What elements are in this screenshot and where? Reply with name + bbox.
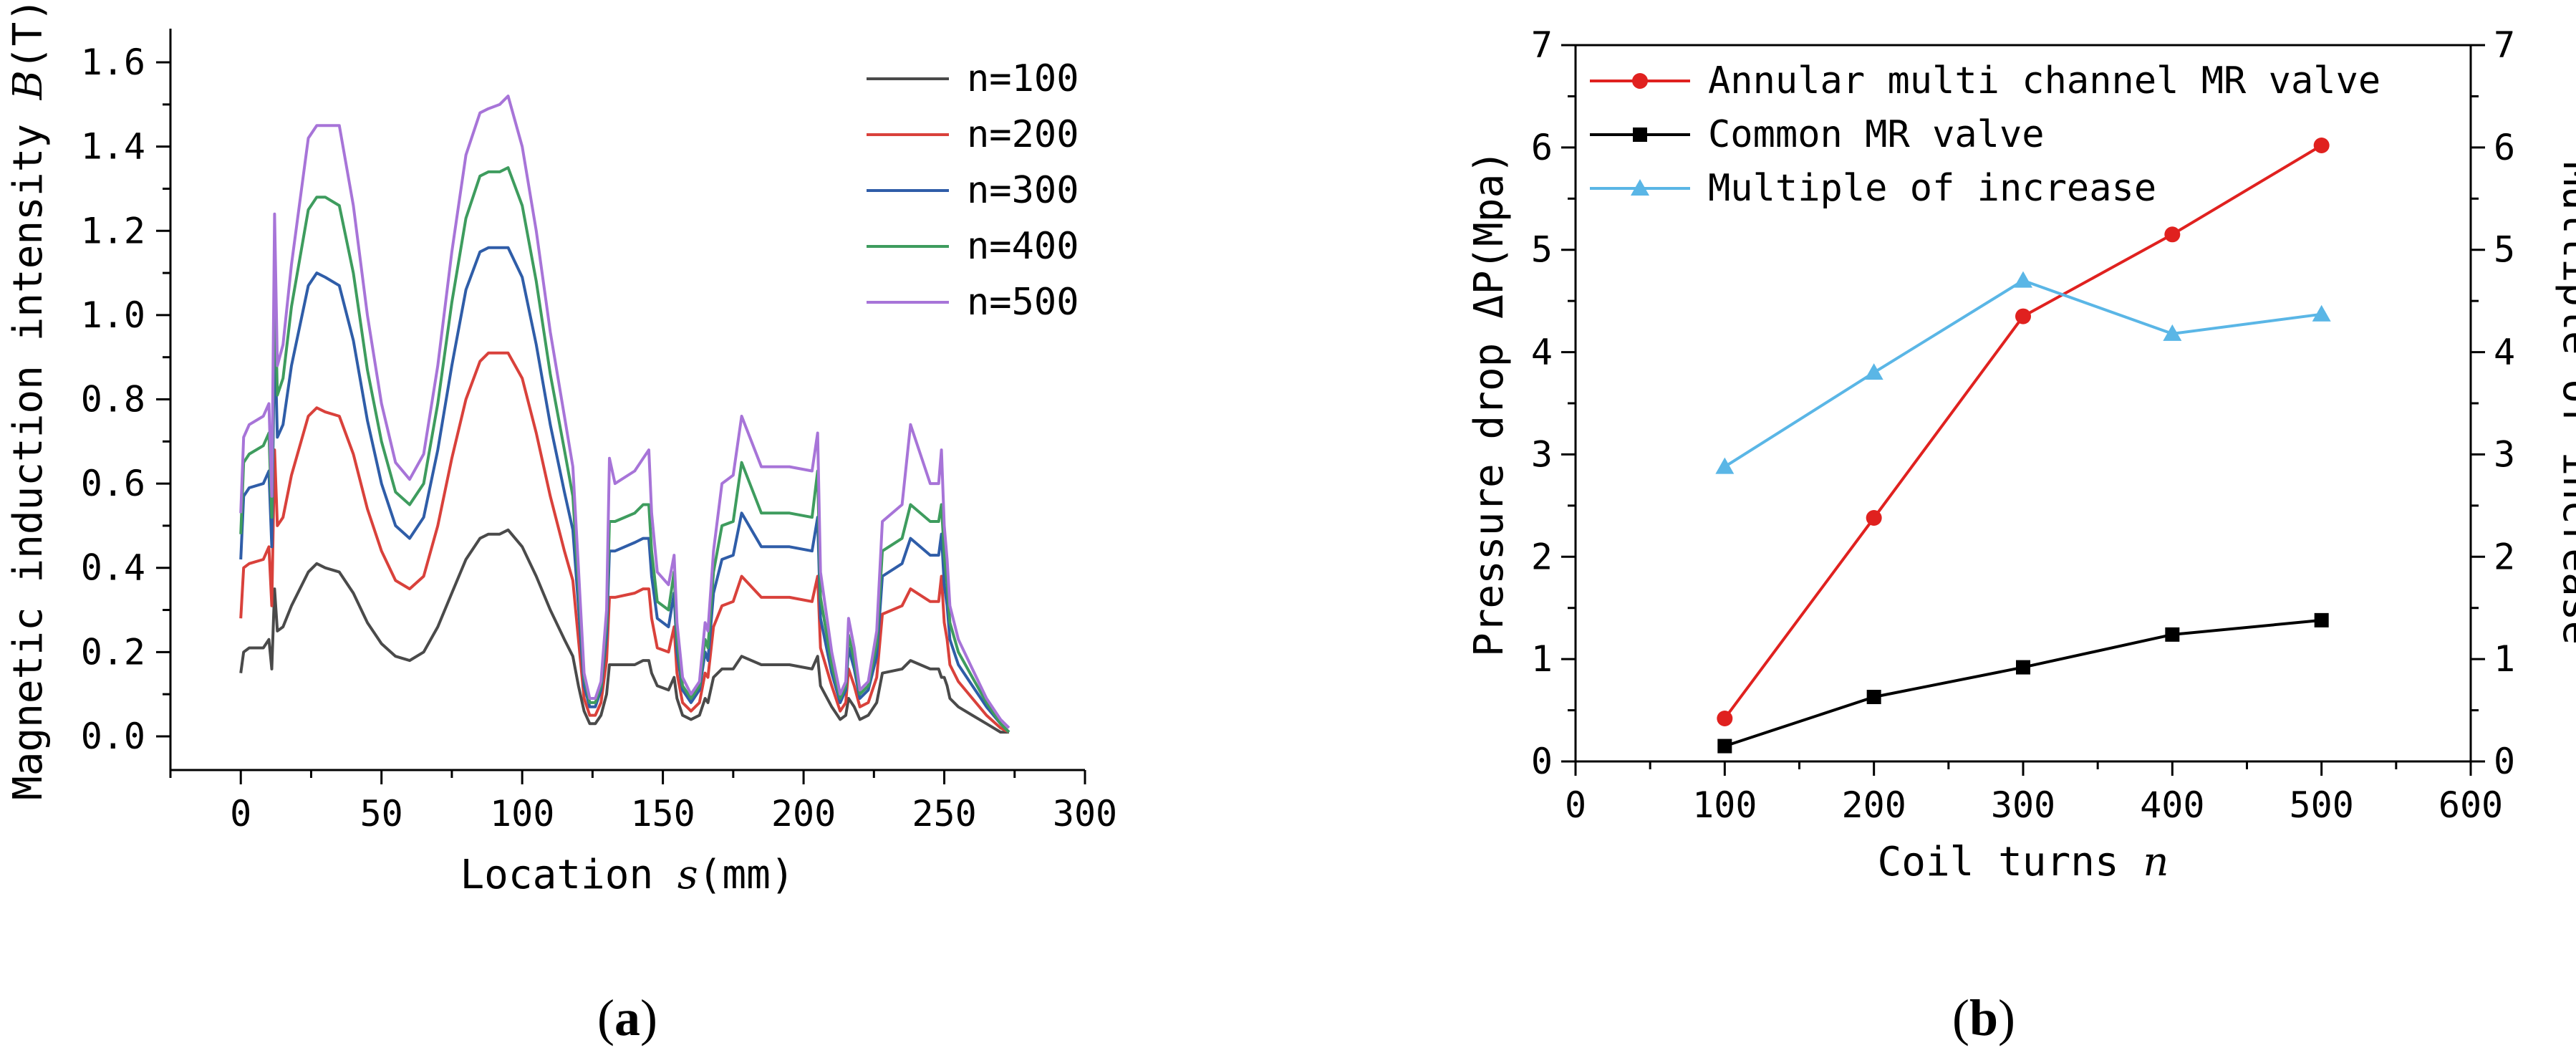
legend-label-n=300: n=300 bbox=[967, 169, 1079, 212]
legend-marker-circle bbox=[1632, 73, 1648, 89]
chart-a-y-tick-label: 1.6 bbox=[81, 42, 145, 83]
chart-b-y2-tick-label: 7 bbox=[2494, 24, 2515, 66]
chart-a-y-tick-label: 0.6 bbox=[81, 463, 145, 504]
chart-a-x-tick-label: 50 bbox=[360, 793, 403, 834]
data-point-square bbox=[1866, 690, 1881, 704]
chart-a-legend: n=100 n=200 n=300 n=400 n=500 bbox=[867, 57, 1079, 324]
chart-b-x-axis-label: Coil turns n bbox=[1878, 839, 2169, 885]
legend-label-n=400: n=400 bbox=[967, 225, 1079, 268]
chart-b-y-tick-label: 0 bbox=[1531, 741, 1553, 782]
data-point-circle bbox=[1717, 711, 1733, 726]
legend-marker-triangle bbox=[1631, 179, 1649, 196]
chart-b-y2-tick-label: 3 bbox=[2494, 433, 2515, 475]
legend-marker-square bbox=[1633, 128, 1647, 142]
chart-a-plot bbox=[239, 95, 1010, 734]
chart-b-x-tick-label: 100 bbox=[1692, 784, 1757, 826]
data-point-triangle bbox=[1715, 457, 1735, 474]
chart-b-legend: Annular multi channel MR valve Common MR … bbox=[1590, 59, 2380, 210]
series-line-Common MR valve bbox=[1724, 618, 2322, 748]
chart-b-x-tick-label: 200 bbox=[1842, 784, 1906, 826]
chart-b-y-tick-label: 1 bbox=[1531, 638, 1553, 680]
chart-b-y-tick-label: 7 bbox=[1531, 24, 1553, 66]
chart-b-y-tick-label: 6 bbox=[1531, 127, 1553, 168]
series-line-n=400 bbox=[239, 166, 1010, 733]
data-point-square bbox=[2016, 660, 2030, 675]
data-point-square bbox=[2165, 627, 2180, 642]
legend-label-n=100: n=100 bbox=[967, 57, 1079, 100]
chart-b-x-tick-label: 600 bbox=[2438, 784, 2503, 826]
chart-a: 0 50 100 150 200 250 300 0.0 0.2 0.4 0.6 0.8 1.0 1.2 1… bbox=[5, 0, 1117, 1047]
chart-b-y-tick-label: 2 bbox=[1531, 536, 1553, 577]
data-point-triangle bbox=[2014, 271, 2032, 288]
data-point-square bbox=[2314, 612, 2329, 627]
chart-a-x-tick-label: 150 bbox=[630, 793, 695, 834]
chart-a-y-tick-label: 0.4 bbox=[81, 547, 145, 589]
panel-b-caption-letter: b bbox=[1969, 989, 1998, 1047]
data-point-circle bbox=[2015, 308, 2031, 324]
series-line-n=500 bbox=[239, 95, 1010, 729]
data-point-circle bbox=[1866, 510, 1882, 526]
chart-b-y2-tick-label: 4 bbox=[2494, 332, 2515, 373]
chart-b-x-tick-label: 300 bbox=[1991, 784, 2055, 826]
chart-b-y-tick-label: 3 bbox=[1531, 433, 1553, 475]
chart-b-y-tick-label: 4 bbox=[1531, 332, 1553, 373]
legend-label-n=200: n=200 bbox=[967, 113, 1079, 156]
chart-b-y2-tick-label: 6 bbox=[2494, 127, 2515, 168]
panel-a-caption: (a) bbox=[597, 989, 657, 1047]
data-point-triangle bbox=[1864, 363, 1883, 380]
series-line-n=200 bbox=[239, 351, 1010, 733]
chart-a-x-tick-label: 100 bbox=[490, 793, 554, 834]
chart-a-x-tick-label: 300 bbox=[1053, 793, 1117, 834]
series-line-Annular multi channel MR valve bbox=[1723, 144, 2322, 720]
chart-b-plot bbox=[1715, 138, 2331, 754]
panel-a-caption-letter: a bbox=[614, 989, 640, 1047]
chart-a-x-tick-label: 200 bbox=[771, 793, 836, 834]
legend-label: Multiple of increase bbox=[1708, 167, 2156, 210]
legend-label: Common MR valve bbox=[1708, 113, 2045, 156]
chart-b-x-tick-label: 400 bbox=[2140, 784, 2204, 826]
chart-a-x-tick-label: 0 bbox=[230, 793, 251, 834]
series-line-n=100 bbox=[239, 528, 1009, 734]
chart-b-y-axis-label: Pressure drop ΔP(Mpa) bbox=[1466, 150, 1513, 657]
chart-a-y-tick-label: 1.0 bbox=[81, 294, 145, 336]
chart-b-y2-tick-label: 5 bbox=[2494, 229, 2515, 271]
panel-b-caption: (b) bbox=[1952, 989, 2015, 1047]
chart-a-y-tick-label: 0.8 bbox=[81, 379, 145, 420]
data-point-triangle bbox=[2312, 304, 2331, 322]
chart-b-y-tick-label: 5 bbox=[1531, 229, 1553, 271]
chart-b-y2-tick-label: 0 bbox=[2494, 741, 2515, 782]
chart-b-y2-axis-label: Multiple of increase bbox=[2554, 162, 2576, 645]
chart-b-frame bbox=[1574, 44, 2472, 763]
chart-a-ticks: 0 50 100 150 200 250 300 0.0 0.2 0.4 0.6 0.8 1.0 1.2 1… bbox=[81, 42, 1117, 834]
chart-a-y-axis-label: Magnetic induction intensity B(T) bbox=[5, 0, 52, 800]
chart-a-y-tick-label: 0.0 bbox=[81, 716, 145, 757]
chart-b-x-tick-label: 500 bbox=[2290, 784, 2354, 826]
series-line-n=300 bbox=[239, 246, 1010, 733]
chart-a-y-tick-label: 1.4 bbox=[81, 126, 145, 168]
chart-a-x-axis-label: Location s(mm) bbox=[460, 852, 794, 898]
chart-a-x-tick-label: 250 bbox=[912, 793, 976, 834]
legend-label: Annular multi channel MR valve bbox=[1708, 59, 2380, 102]
chart-a-y-tick-label: 0.2 bbox=[81, 631, 145, 673]
chart-b-x-tick-label: 0 bbox=[1565, 784, 1586, 826]
data-point-triangle bbox=[2163, 324, 2182, 341]
data-point-circle bbox=[2164, 226, 2181, 243]
chart-a-y-tick-label: 1.2 bbox=[81, 210, 145, 251]
chart-b-y2-tick-label: 2 bbox=[2494, 536, 2515, 577]
legend-label-n=500: n=500 bbox=[967, 281, 1079, 324]
data-point-circle bbox=[2313, 138, 2330, 153]
chart-b-y2-tick-label: 1 bbox=[2494, 638, 2515, 680]
data-point-square bbox=[1717, 739, 1732, 754]
